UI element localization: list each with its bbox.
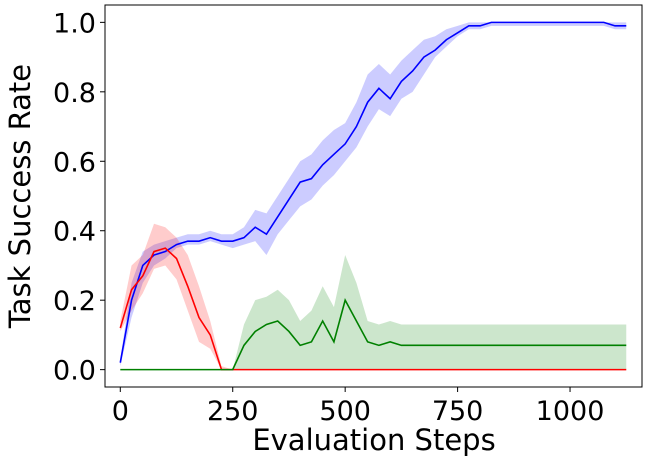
x-axis-label: Evaluation Steps <box>252 423 495 457</box>
x-tick-label: 500 <box>319 396 371 427</box>
line <box>119 247 627 371</box>
line <box>120 298 627 371</box>
x-tick-label: 750 <box>432 396 484 427</box>
plot-frame <box>104 4 643 388</box>
y-axis-label: Task Success Rate <box>3 64 37 329</box>
y-tick-label: 0.2 <box>53 286 96 317</box>
x-tick-label: 250 <box>207 396 259 427</box>
confidence-band <box>120 223 627 370</box>
x-tick-label: 1000 <box>536 396 605 427</box>
y-tick-label: 0.6 <box>53 147 96 178</box>
y-tick-label: 0.8 <box>53 78 96 109</box>
y-tick-label: 1.0 <box>53 8 96 39</box>
line <box>119 21 627 363</box>
y-tick-label: 0.0 <box>53 356 96 387</box>
confidence-band <box>120 22 627 367</box>
y-tick-label: 0.4 <box>53 217 96 248</box>
x-tick-label: 0 <box>112 396 129 427</box>
